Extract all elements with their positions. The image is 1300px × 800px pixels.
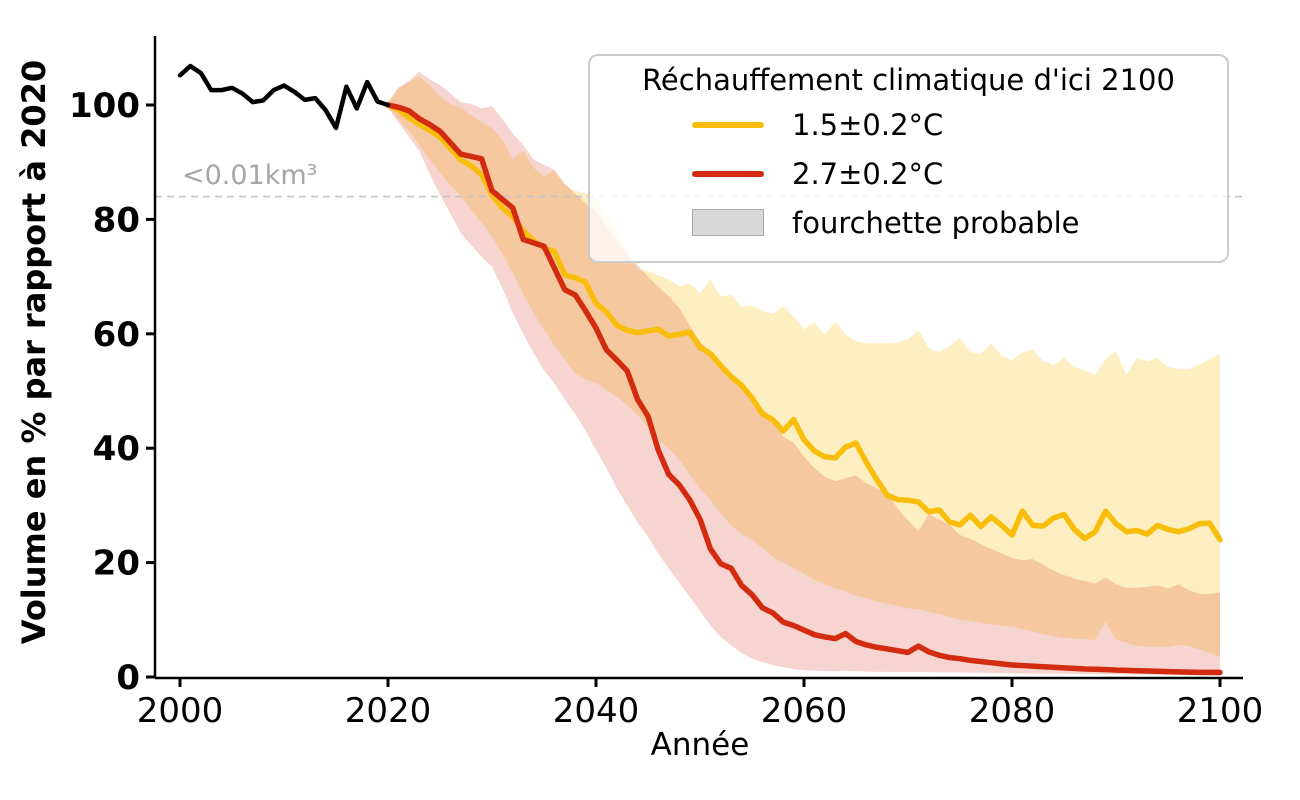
line-2.7C [385, 102, 1223, 676]
y-tick-label: 20 [93, 544, 140, 584]
y-tick-label: 100 [69, 86, 140, 126]
line-1.5C [385, 102, 1223, 543]
likely-range-patch-swatch [692, 209, 764, 236]
legend-label: 1.5±0.2°C [792, 107, 944, 142]
legend: Réchauffement climatique d'ici 2100 1.5±… [588, 54, 1229, 263]
x-tick-label: 2060 [761, 691, 848, 731]
legend-title: Réchauffement climatique d'ici 2100 [642, 63, 1175, 97]
x-tick-label: 2000 [137, 691, 224, 731]
y-tick-label: 80 [93, 200, 140, 240]
legend-item-likely-range: fourchette probable [590, 198, 1227, 247]
legend-label: fourchette probable [792, 205, 1080, 240]
x-axis-label: Année [650, 727, 750, 763]
line-historical [177, 63, 391, 131]
x-tick-label: 2020 [345, 691, 432, 731]
y-tick-label: 40 [93, 429, 140, 469]
legend-item-2.7C: 2.7±0.2°C [590, 149, 1227, 198]
scenario-1.5-line-swatch [692, 121, 764, 128]
x-tick-label: 2080 [969, 691, 1056, 731]
x-tick-label: 2040 [553, 691, 640, 731]
legend-item-1.5C: 1.5±0.2°C [590, 100, 1227, 149]
threshold-label: <0.01km³ [182, 160, 318, 191]
y-tick-label: 60 [93, 315, 140, 355]
y-axis-label: Volume en % par rapport à 2020 [15, 59, 53, 645]
scenario-2.7-line-swatch [692, 170, 764, 177]
x-tick-label: 2100 [1177, 691, 1264, 731]
legend-label: 2.7±0.2°C [792, 156, 944, 191]
y-tick-label: 0 [116, 658, 140, 698]
